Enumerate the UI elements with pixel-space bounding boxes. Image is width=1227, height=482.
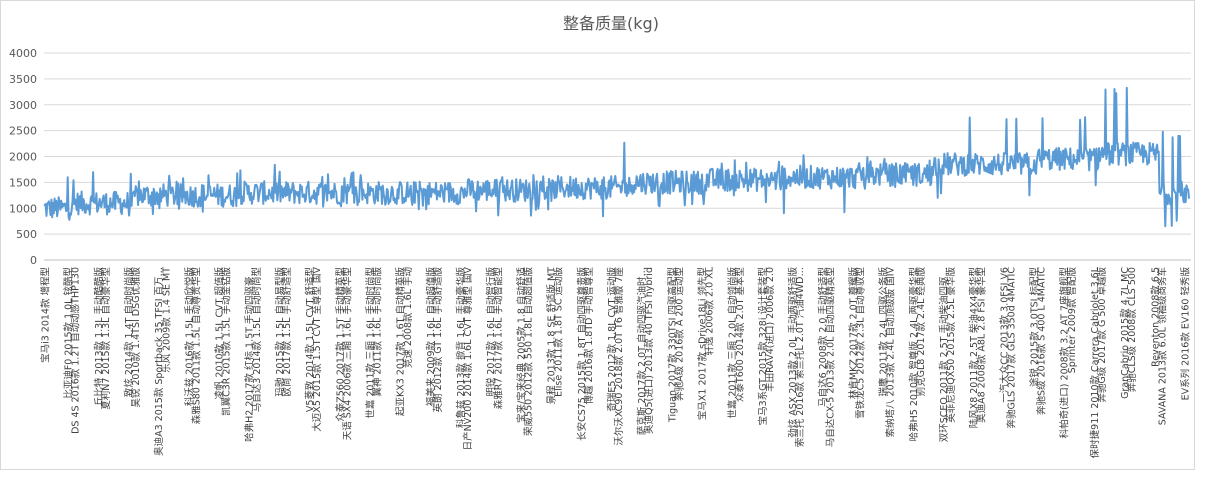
x-tick-label: 索兰托 2016款 索兰托L 2.0T 汽油4WD… (794, 267, 806, 447)
x-tick-label: 世嘉 2011款 三厢 2.0L 自动领尚版 (727, 267, 739, 419)
x-tick-label: 索纳塔八 2013款 2.4L 自动顶级版 国IV (885, 267, 897, 438)
x-tick-label: 比亚迪F0 2015款 1.0L 铉酷型 (63, 267, 75, 399)
chart-frame: 整备质量(kg) 0 500 1000 1500 2000 2500 3000 3500 400… (0, 0, 1195, 470)
y-tick-label: 4000 (9, 47, 37, 60)
x-tick-label: 马自达3 2014款 1.5L 自动时尚型 (251, 267, 263, 413)
x-tick-label: 奔驰G级 2017款 G 500 卓越版 (1096, 267, 1108, 403)
x-tick-label: 昊锐 2010款 1.4TSI DSG优雅版 (130, 267, 142, 408)
x-tick-label: 奔驰A级 2016款 A 200 运动型 (673, 267, 685, 401)
x-tick-label: DS 4S 2016款 1.2T 自动动感THP130 (70, 267, 82, 434)
x-tick-label: 日产NV200 2014款 1.6L CVT 尊雅型 国V (462, 267, 474, 451)
x-tick-label: 翼神 2011款 1.6L 手动时尚版 (372, 267, 384, 397)
x-tick-label: 明锐 2017款 1.6L 自动智行版 (485, 267, 497, 397)
x-tick-label: 竞速 2008款 1.6L 手动 (402, 267, 414, 368)
x-tick-label: 欧尚 2017款 1.5L 手动舒适型 (281, 267, 293, 397)
y-tick-label: 1000 (9, 202, 37, 215)
x-tick-label: 科沃兹 2016款 1.5L 手动欣悦版 (183, 267, 195, 407)
y-tick-label: 2500 (9, 125, 37, 138)
x-tick-label: 荣威550 2012款 550 1.8L 自动超值版 (522, 267, 534, 436)
x-tick-label: 起亚KX3 2017款 1.6T 自动精英版 (395, 267, 407, 416)
x-tick-label: 奥迪A8 2008款 A8L 2.8 FSI 豪华型 (975, 267, 987, 423)
x-tick-label: 奇瑞E5 2012款 1.8L CVT 运动版 (606, 267, 618, 412)
x-tick-label: GranCabrio 2015款 4.7L MC (1119, 267, 1131, 399)
x-tick-label: 陆风X8 2011款 2.5T 柴油4X4豪华型 (968, 267, 980, 429)
x-tick-label: 轩逸 2006款 2.0 XL (704, 266, 716, 355)
x-tick-label: Sprinter 2009款 智配版 (1066, 267, 1078, 374)
series-layer (43, 86, 1190, 228)
series-line (43, 86, 1190, 228)
y-tick-label: 3500 (9, 73, 37, 86)
x-tick-label: 天语 SX4 2006款 三厢 1.6L 手动豪华型 (341, 267, 353, 441)
y-tick-label: 500 (16, 228, 37, 241)
y-tick-label: 3000 (9, 99, 37, 112)
x-tick-label: 英朗 2012款 GT 1.6L 手动舒适版 (432, 267, 444, 413)
x-tick-label: Reventon 2008款 6.5 (1149, 267, 1161, 367)
x-tick-label: Tiguan 2017款 330TSI 四驱高配型 (666, 267, 678, 424)
x-tick-label: 宝马3系GT 2015款 328i 设计套装型 (757, 267, 769, 426)
y-tick-label: 2000 (9, 151, 37, 164)
x-tick-label: 林肯MKZ 2017款 2.0T 尊耀版 (847, 267, 859, 400)
x-tick-label: 福美来 2009款 1.6L 自动超值版 (425, 267, 437, 407)
x-tick-label: 奔驰GLS 2017款 GLS 350d 4MATIC (1005, 267, 1017, 429)
y-tick-label: 1500 (9, 176, 37, 189)
x-tick-label: 哈弗H5 2010款 智尊版 2.4L 两驱豪华型 (908, 267, 920, 442)
x-tick-label: 博越 2016款 1.8TD 手动智尊型 (583, 267, 595, 405)
x-tick-label: 大迈X5 2015款 1.5T CVT 至尊型 国V (311, 267, 323, 432)
x-tick-label: 双环SCEO 2011款 2.5T 手动柴油四驱… (938, 267, 950, 442)
x-tick-label: EV系列 2016款 EV160 轻秀版 (1179, 267, 1191, 401)
x-tick-label: 景程 2013款 1.8 SE 舒适版 MT (546, 267, 558, 405)
x-tick-label: 宝马i3 2014款 增程型 (40, 267, 52, 363)
x-tick-label: 途锐 2015款 3.0TSI 标配型 (1029, 267, 1041, 387)
x-tick-label: V5菱致 2014款 1.5L CVT 舒适型 (304, 267, 316, 413)
x-tick-label: 凌帆 2010款 1.5L CVT 超值版 (214, 267, 226, 400)
x-tick-label: 哈弗H2 2017款 红标 1.5T 手动四驱豪… (244, 267, 256, 442)
x-tick-label: 宝马X1 2017款 sDrive18Li 领先型 (697, 267, 709, 421)
x-tick-label: 奥迪A3 2015款 Sportback 35 TFSI 百万… (153, 267, 165, 456)
x-tick-label: 丘比特 2013款 1.3L 手动酷酷版 (93, 267, 105, 407)
line-chart: 整备质量(kg) 0 500 1000 1500 2000 2500 3000 3500 400… (9, 14, 1192, 458)
x-tick-label: 科帕奇(进口) 2008款 3.2 AT 7座旗舰型 (1059, 267, 1071, 439)
x-tick-label: 森雅S80 2011款 1.5L 自动尊贵华型 (190, 267, 202, 425)
x-tick-label: 英菲尼迪QX50 2015款 2.5L 豪华版 (945, 267, 957, 423)
x-tick-label: 瑞鹰 2011款 2.4L 四驱公务版 (878, 267, 890, 397)
x-tick-label: 世嘉 2011款 三厢 1.6L 手动时尚型 (364, 267, 376, 419)
x-tick-label: 众泰T600 2014款 2.0T 基本型 (734, 267, 746, 403)
x-tick-label: 科鲁兹 2013款 掀背 1.6L 手动豪华版 (455, 267, 467, 429)
x-tick-label: 奔驰CLS级 2008款 CLS 500 (1126, 267, 1138, 392)
x-tick-label: 沃尔沃XC90 2018款 2.0T T6 智雅版 7座 (613, 267, 625, 446)
x-tick-label: SAVANA 2013款 6.0L 领袖级商务车 (1156, 267, 1168, 425)
x-tick-label: 夏利N7 2015款 1.3L 自动豪华型 (100, 267, 112, 410)
x-tick-label: 马自达CX-5 2013款 2.0L 自动四驱精英型 (824, 267, 836, 448)
x-tick-label: 劲炫 ASX 2013款 2.0L 手动两驱舒适版 (787, 267, 799, 438)
x-tick-label: 森雅R7 2017款 1.6L 手动智能型 (492, 267, 504, 410)
y-axis-tick-labels: 0 500 1000 1500 2000 2500 3000 3500 4000 (9, 47, 37, 267)
y-tick-label: 0 (30, 254, 37, 267)
chart-title: 整备质量(kg) (563, 14, 659, 33)
x-tick-label: 丰田RAV4(进口) 2006款 2.0 (764, 267, 776, 392)
x-tick-label: 萨克斯 2017款 2.0T 自动四驱汽油时… (636, 267, 648, 435)
x-tick-label: 奔驰S级 2016款 S 400 L 4MATIC (1036, 267, 1048, 415)
x-tick-label: 保时捷911 2010款 Carrera Cabriolet 3.6L (1089, 266, 1101, 458)
x-tick-label: Elise 2011款 1.8T SC 运动版 (553, 267, 565, 397)
x-tick-label: 别克GL8 2017款 2.4L 经典版 (915, 267, 927, 397)
gridlines (44, 52, 1191, 261)
x-tick-label: 致炫 2014款 1.4T 自动时尚版 (123, 267, 135, 398)
x-tick-label: 凯翼C3R 2015款 1.5L 手动金钻版 (221, 267, 233, 416)
x-tick-label: 马自达6 2008款 2.0 手动舒适型 (817, 267, 829, 407)
x-tick-label: 雪铁龙C5 2012款 2.3L 自动尊驭型 (855, 267, 867, 419)
x-tick-label: 长安CS75 2015款 1.8T 自动四驱尊贵版 (576, 267, 588, 441)
x-tick-label: 奥迪Q5(进口) 2013款 40 TFSI hybrid (643, 267, 655, 434)
x-tick-label: 玛驰 2015款 1.5L 自动易型版 (274, 267, 286, 397)
x-tick-label: 乐风 2009款 1.4 SE MT (160, 267, 172, 373)
x-tick-label: 众泰Z560 2017款 1.5T 手动精英型 (334, 267, 346, 422)
x-tick-label: 一汽大众CC 2013款 3.0FSI V6 (998, 267, 1010, 403)
x-tick-label: 宝来/宝来经典 2005款 1.8 自动舒适 (515, 267, 527, 424)
